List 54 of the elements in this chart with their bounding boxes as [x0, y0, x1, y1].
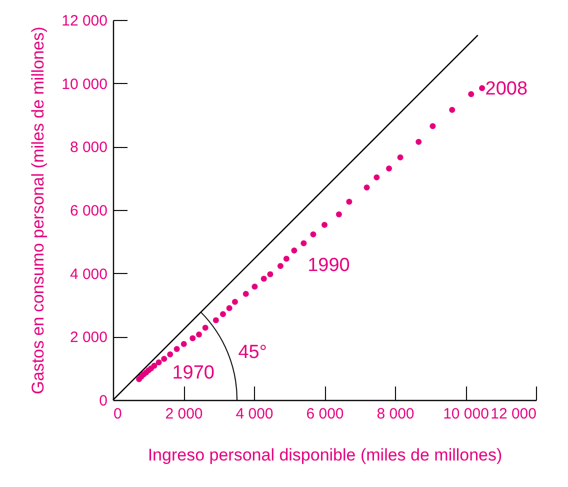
- point: [242, 290, 249, 297]
- point: [180, 340, 187, 347]
- y-tick-label: 10 000: [62, 76, 108, 93]
- x-axis-title: Ingreso personal disponible (miles de millones): [148, 446, 502, 464]
- point: [151, 362, 158, 369]
- point: [267, 271, 274, 278]
- x-tick-label: 12 000: [490, 406, 536, 422]
- point: [220, 311, 226, 318]
- annotation: 2008: [485, 78, 528, 100]
- point: [156, 359, 162, 366]
- point: [167, 351, 174, 358]
- annotation: 45°: [238, 342, 267, 364]
- point: [364, 184, 370, 191]
- y-axis-title: Gastos en consumo personal (miles de millones): [28, 26, 48, 394]
- point: [310, 231, 316, 238]
- point: [346, 198, 352, 205]
- x-tick-label: 8 000: [376, 406, 414, 422]
- point: [336, 211, 342, 218]
- annotation: 1970: [172, 362, 215, 384]
- point: [386, 166, 392, 172]
- point: [374, 174, 380, 180]
- point: [291, 248, 298, 254]
- point: [174, 346, 180, 352]
- point: [190, 335, 196, 342]
- point: [416, 138, 422, 145]
- x-tick-label: 10 000: [443, 406, 489, 422]
- point: [430, 123, 436, 130]
- y-tick-label: 12 000: [62, 12, 108, 30]
- y-tick-label: 4 000: [70, 266, 108, 283]
- x-tick-label: 6 000: [306, 406, 344, 422]
- x-tick-label: 2 000: [165, 406, 203, 422]
- y-tick-label: 6 000: [70, 202, 108, 220]
- point: [161, 356, 168, 362]
- x-tick-label: 4 000: [236, 406, 274, 422]
- y-tick-label: 0: [99, 392, 108, 410]
- point: [277, 263, 284, 270]
- point: [479, 85, 486, 92]
- point: [226, 305, 232, 312]
- annotation: 1990: [308, 255, 350, 276]
- point: [449, 106, 456, 113]
- point: [202, 324, 208, 331]
- point: [322, 222, 328, 228]
- point: [283, 256, 290, 262]
- x-tick-label: 0: [114, 406, 122, 422]
- point: [397, 154, 404, 160]
- point: [232, 298, 238, 305]
- point: [300, 240, 307, 246]
- point: [252, 284, 258, 290]
- point: [468, 91, 474, 98]
- point: [212, 317, 219, 324]
- y-tick-label: 8 000: [70, 139, 108, 156]
- y-tick-label: 2 000: [70, 329, 108, 346]
- point: [260, 276, 267, 282]
- point: [196, 331, 202, 338]
